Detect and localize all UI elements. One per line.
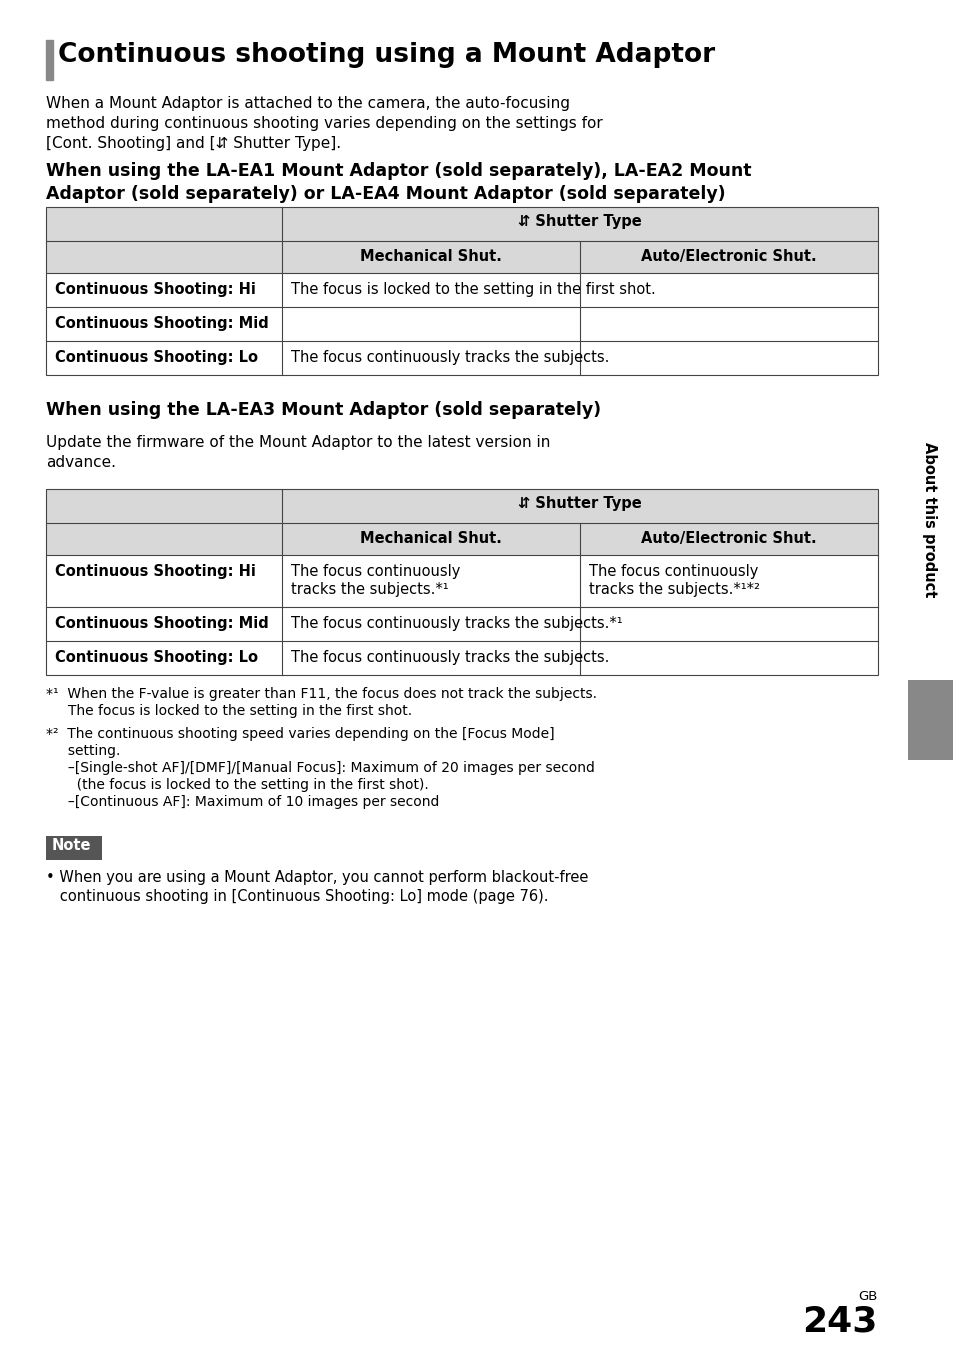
Bar (46, 342, 877, 375)
Bar (46, 523, 877, 555)
Text: tracks the subjects.*¹: tracks the subjects.*¹ (291, 582, 448, 597)
Bar (46, 642, 877, 675)
Bar (46, 307, 877, 342)
Text: [Cont. Shooting] and [⇵ Shutter Type].: [Cont. Shooting] and [⇵ Shutter Type]. (46, 136, 341, 151)
Text: • When you are using a Mount Adaptor, you cannot perform blackout-free: • When you are using a Mount Adaptor, yo… (46, 870, 588, 885)
Text: The focus continuously: The focus continuously (291, 564, 460, 578)
Bar (46, 241, 877, 273)
Text: Update the firmware of the Mount Adaptor to the latest version in: Update the firmware of the Mount Adaptor… (46, 434, 550, 451)
Text: The focus is locked to the setting in the first shot.: The focus is locked to the setting in th… (291, 282, 655, 297)
Text: –[Single-shot AF]/[DMF]/[Manual Focus]: Maximum of 20 images per second: –[Single-shot AF]/[DMF]/[Manual Focus]: … (46, 761, 595, 775)
Text: *¹  When the F-value is greater than F11, the focus does not track the subjects.: *¹ When the F-value is greater than F11,… (46, 687, 597, 701)
Text: Continuous Shooting: Lo: Continuous Shooting: Lo (55, 650, 257, 664)
Text: Adaptor (sold separately) or LA-EA4 Mount Adaptor (sold separately): Adaptor (sold separately) or LA-EA4 Moun… (46, 186, 725, 203)
Text: –[Continuous AF]: Maximum of 10 images per second: –[Continuous AF]: Maximum of 10 images p… (46, 795, 439, 808)
Bar (46, 40, 53, 79)
Text: When using the LA-EA1 Mount Adaptor (sold separately), LA-EA2 Mount: When using the LA-EA1 Mount Adaptor (sol… (46, 161, 751, 180)
Text: Mechanical Shut.: Mechanical Shut. (359, 531, 501, 546)
Text: The focus continuously tracks the subjects.: The focus continuously tracks the subjec… (291, 350, 609, 364)
Text: The focus continuously: The focus continuously (588, 564, 758, 578)
Bar (46, 490, 877, 523)
Text: Note: Note (52, 838, 91, 853)
Text: The focus is locked to the setting in the first shot.: The focus is locked to the setting in th… (46, 703, 412, 718)
Text: The focus continuously tracks the subjects.*¹: The focus continuously tracks the subjec… (291, 616, 622, 631)
Text: About this product: About this product (922, 443, 937, 597)
Text: Continuous Shooting: Hi: Continuous Shooting: Hi (55, 564, 255, 578)
Text: Auto/Electronic Shut.: Auto/Electronic Shut. (640, 531, 816, 546)
Text: setting.: setting. (46, 744, 120, 759)
Bar (46, 837, 102, 859)
Text: When a Mount Adaptor is attached to the camera, the auto-focusing: When a Mount Adaptor is attached to the … (46, 95, 569, 112)
Text: Continuous Shooting: Mid: Continuous Shooting: Mid (55, 616, 269, 631)
Text: advance.: advance. (46, 455, 116, 469)
Bar (46, 490, 877, 675)
Bar (46, 207, 877, 375)
Text: ⇵ Shutter Type: ⇵ Shutter Type (517, 496, 641, 511)
Text: Auto/Electronic Shut.: Auto/Electronic Shut. (640, 249, 816, 264)
Text: The focus continuously tracks the subjects.: The focus continuously tracks the subjec… (291, 650, 609, 664)
Text: method during continuous shooting varies depending on the settings for: method during continuous shooting varies… (46, 116, 602, 130)
Text: When using the LA-EA3 Mount Adaptor (sold separately): When using the LA-EA3 Mount Adaptor (sol… (46, 401, 600, 420)
Text: tracks the subjects.*¹*²: tracks the subjects.*¹*² (588, 582, 760, 597)
Text: Continuous Shooting: Mid: Continuous Shooting: Mid (55, 316, 269, 331)
Bar (907, 681, 953, 760)
Bar (46, 555, 877, 607)
Text: continuous shooting in [Continuous Shooting: Lo] mode (page 76).: continuous shooting in [Continuous Shoot… (46, 889, 548, 904)
Bar (46, 207, 877, 241)
Bar (46, 607, 877, 642)
Text: Continuous Shooting: Hi: Continuous Shooting: Hi (55, 282, 255, 297)
Text: GB: GB (858, 1290, 877, 1303)
Text: Continuous shooting using a Mount Adaptor: Continuous shooting using a Mount Adapto… (58, 42, 715, 69)
Text: ⇵ Shutter Type: ⇵ Shutter Type (517, 214, 641, 229)
Text: (the focus is locked to the setting in the first shot).: (the focus is locked to the setting in t… (46, 777, 428, 792)
Bar (46, 273, 877, 307)
Text: Continuous Shooting: Lo: Continuous Shooting: Lo (55, 350, 257, 364)
Text: *²  The continuous shooting speed varies depending on the [Focus Mode]: *² The continuous shooting speed varies … (46, 728, 554, 741)
Text: Mechanical Shut.: Mechanical Shut. (359, 249, 501, 264)
Text: 243: 243 (801, 1305, 877, 1340)
